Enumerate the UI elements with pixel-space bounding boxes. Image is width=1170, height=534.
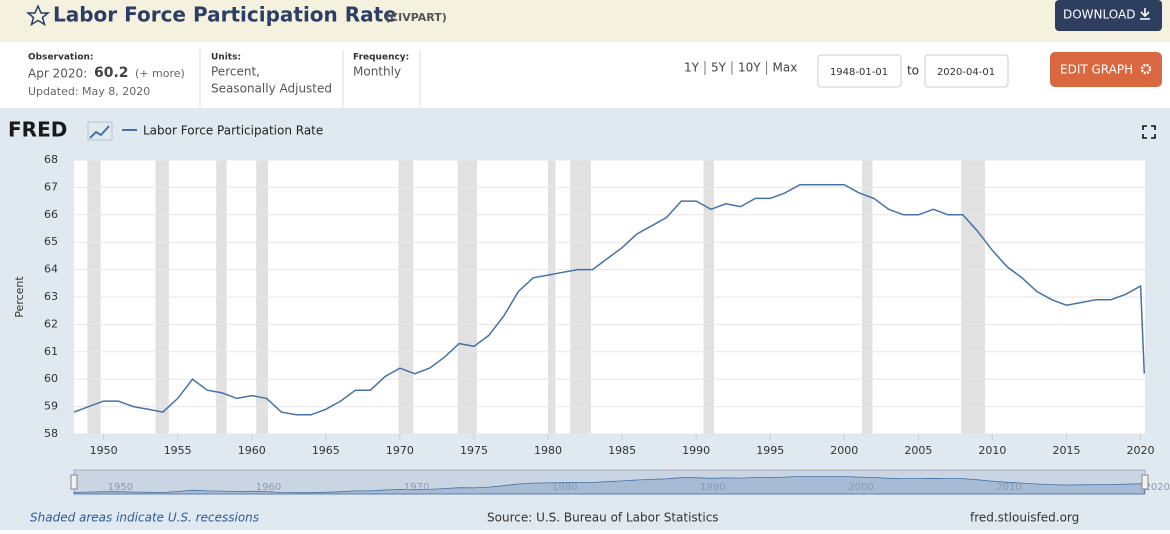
edit-graph-button[interactable] <box>1050 52 1162 87</box>
x-tick-label: 1965 <box>312 444 340 457</box>
start-input[interactable] <box>817 54 902 88</box>
navigator-tick-label: 1950 <box>108 482 133 493</box>
y-tick-label: 68 <box>44 153 58 166</box>
navigator-tick-label: 2000 <box>848 482 873 493</box>
x-tick-label: 1990 <box>682 444 710 457</box>
units-line: Percent, <box>211 65 260 79</box>
recession-note[interactable]: Shaded areas indicate U.S. recessions <box>30 511 259 525</box>
obs-updated: Updated: May 8, 2020 <box>28 85 150 98</box>
navigator-tick-label: 1970 <box>404 482 429 493</box>
units-label: Units: <box>211 53 241 63</box>
download-icon <box>1140 8 1150 20</box>
navigator-tick-label: 1960 <box>256 482 281 493</box>
navigator-series <box>73 476 1145 495</box>
navigator-tick-label: 2020 <box>1145 482 1170 493</box>
edit-label: EDIT GRAPH <box>1060 63 1133 77</box>
x-tick-label: 1975 <box>460 444 488 457</box>
freq-value: Monthly <box>353 65 401 79</box>
y-tick-label: 61 <box>44 345 58 358</box>
end-date: 2020-04-01 <box>937 67 995 78</box>
to-label: to <box>907 64 919 78</box>
x-tick-label: 1970 <box>386 444 414 457</box>
fred-logo: FRED <box>8 118 67 142</box>
range-button[interactable]: Max <box>773 61 798 75</box>
logo-icon <box>89 125 110 139</box>
start-date: 1948-01-01 <box>830 67 888 78</box>
y-tick-label: 63 <box>44 290 58 303</box>
x-tick-label: 1980 <box>534 444 562 457</box>
x-tick-label: 2020 <box>1127 444 1155 457</box>
download-label: DOWNLOAD <box>1063 8 1135 22</box>
download-button[interactable] <box>1055 0 1162 31</box>
x-tick-label: 1950 <box>90 444 118 457</box>
x-tick-label: 1955 <box>164 444 192 457</box>
x-tick-label: 1960 <box>238 444 266 457</box>
y-tick-label: 58 <box>44 427 58 440</box>
source: Source: U.S. Bureau of Labor Statistics <box>487 511 719 525</box>
range-button[interactable]: 10Y <box>738 61 761 75</box>
y-tick-label: 62 <box>44 317 58 330</box>
header-bar <box>0 0 1170 42</box>
navigator-handle[interactable] <box>1141 474 1149 490</box>
x-tick-label: 1985 <box>608 444 636 457</box>
navigator-handle[interactable] <box>70 474 78 490</box>
range-button[interactable]: 1Y <box>684 61 700 75</box>
obs-value: 60.2 <box>94 65 129 81</box>
y-tick-label: 59 <box>44 400 58 413</box>
navigator-tick-label: 1980 <box>552 482 577 493</box>
site: fred.stlouisfed.org <box>970 511 1079 525</box>
y-tick-label: 66 <box>44 208 58 221</box>
star-icon[interactable] <box>25 4 51 27</box>
y-tick-label: 67 <box>44 180 58 193</box>
obs-date: Apr 2020: <box>28 67 87 81</box>
y-tick-label: 64 <box>44 263 58 276</box>
units-line: Seasonally Adjusted <box>211 82 332 96</box>
series-line <box>73 183 1146 416</box>
x-tick-label: 2005 <box>904 444 932 457</box>
freq-label: Frequency: <box>353 53 409 63</box>
navigator-tick-label: 1990 <box>700 482 725 493</box>
legend-label: Labor Force Participation Rate <box>143 124 323 138</box>
end-input[interactable] <box>924 54 1009 88</box>
y-tick-label: 60 <box>44 372 58 385</box>
navigator-tick-label: 2010 <box>996 482 1021 493</box>
y-axis-label: Percent <box>13 276 26 318</box>
obs-more[interactable]: (+ more) <box>135 67 185 80</box>
y-tick-label: 65 <box>44 235 58 248</box>
obs-label: Observation: <box>28 53 94 63</box>
x-tick-label: 2015 <box>1052 444 1080 457</box>
logo-frame <box>87 121 113 141</box>
fullscreen-icon[interactable] <box>1142 125 1156 139</box>
series-id: (CIVPART) <box>385 11 447 24</box>
gear-icon <box>1140 63 1152 75</box>
navigator[interactable] <box>73 469 1146 495</box>
range-button[interactable]: 5Y <box>711 61 727 75</box>
title: Labor Force Participation Rate <box>53 3 397 27</box>
x-tick-label: 1995 <box>756 444 784 457</box>
x-tick-label: 2010 <box>978 444 1006 457</box>
x-tick-label: 2000 <box>830 444 858 457</box>
